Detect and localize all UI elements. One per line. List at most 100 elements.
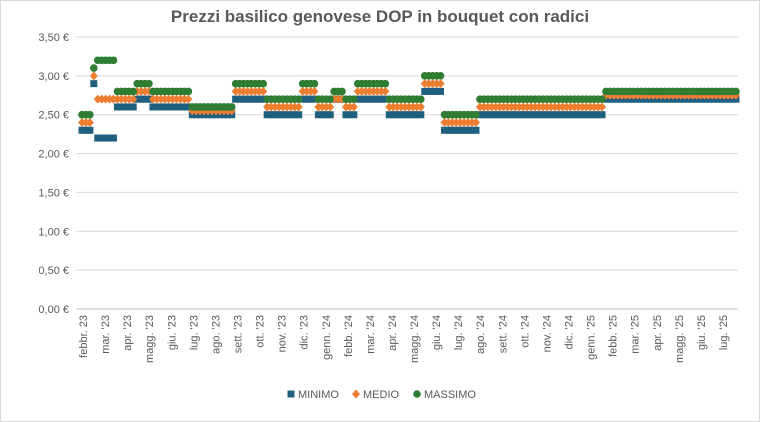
medio-point [326, 102, 335, 112]
x-tick-label: giu. '25 [696, 315, 708, 350]
massimo-point [436, 72, 445, 80]
minimo-point [480, 111, 488, 119]
x-tick-label: febb. '24 [343, 315, 355, 357]
minimo-point [519, 111, 527, 119]
minimo-point [318, 111, 326, 119]
massimo-point [326, 95, 335, 103]
minimo-point [590, 111, 598, 119]
legend-label-massimo: MASSIMO [424, 389, 476, 401]
minimo-point [346, 111, 354, 119]
massimo-point [90, 64, 98, 72]
x-tick-label: mar. '25 [630, 315, 642, 354]
minimo-point [121, 103, 129, 111]
massimo-point [732, 87, 740, 96]
y-axis-ticks: 0,00 € 0,50 € 1,00 € 1,50 € 2,00 € 2,50 € 3,00… [38, 32, 69, 316]
medio-point [381, 86, 390, 96]
x-tick-label: genn. '25 [586, 315, 598, 360]
medio-point [349, 102, 358, 112]
x-tick-label: ott. '24 [519, 315, 531, 348]
y-tick-label: 1,50 € [38, 187, 69, 199]
minimo-point [275, 111, 283, 119]
minimo-point [484, 111, 492, 119]
minimo-point [389, 111, 397, 119]
medio-point [471, 117, 480, 127]
medio-point [598, 102, 607, 112]
minimo-point [515, 111, 523, 119]
minimo-point [523, 111, 531, 119]
minimo-point [161, 103, 169, 111]
x-tick-label: febbr. 23 [78, 315, 90, 358]
minimo-point [251, 95, 259, 103]
minimo-point [326, 111, 334, 119]
minimo-point [279, 111, 287, 119]
x-tick-label: apr. '25 [652, 315, 664, 351]
minimo-point [295, 111, 303, 119]
minimo-point [153, 103, 161, 111]
minimo-point [102, 134, 110, 142]
minimo-point [350, 111, 358, 119]
minimo-point [543, 111, 551, 119]
y-tick-label: 3,50 € [38, 32, 69, 44]
minimo-point [98, 134, 106, 142]
minimo-point [271, 111, 279, 119]
minimo-point [236, 95, 244, 103]
massimo-point [259, 79, 268, 88]
minimo-point [476, 111, 484, 119]
massimo-point [109, 56, 118, 65]
minimo-point [110, 134, 118, 142]
massimo-point [338, 87, 346, 96]
y-tick-label: 0,00 € [38, 304, 69, 316]
minimo-point [303, 95, 311, 103]
legend-marker-minimo [287, 390, 295, 398]
massimo-point [294, 95, 303, 103]
x-tick-label: lug. '23 [188, 315, 200, 350]
data-marks [78, 56, 740, 142]
minimo-point [149, 103, 157, 111]
minimo-point [354, 95, 362, 103]
minimo-point [157, 103, 165, 111]
minimo-point [456, 126, 464, 134]
massimo-point [227, 103, 236, 111]
y-tick-label: 0,50 € [38, 265, 69, 277]
minimo-point [342, 111, 350, 119]
legend: MINIMO MEDIO MASSIMO [287, 389, 476, 401]
medio-point [129, 94, 138, 104]
minimo-point [488, 111, 496, 119]
minimo-point [381, 95, 389, 103]
medio-point [294, 102, 303, 112]
minimo-point [535, 111, 543, 119]
minimo-point [267, 111, 275, 119]
minimo-point [570, 111, 578, 119]
minimo-point [500, 111, 508, 119]
minimo-point [539, 111, 547, 119]
minimo-point [169, 103, 177, 111]
minimo-point [547, 111, 555, 119]
minimo-point [464, 126, 472, 134]
y-tick-label: 2,00 € [38, 149, 69, 161]
minimo-point [492, 111, 500, 119]
medio-point [310, 86, 319, 96]
minimo-point [511, 111, 519, 119]
minimo-point [448, 126, 456, 134]
x-tick-label: ott. '23 [255, 315, 267, 348]
minimo-point [460, 126, 468, 134]
minimo-point [567, 111, 575, 119]
minimo-point [559, 111, 567, 119]
minimo-point [440, 126, 448, 134]
x-tick-label: febb. '25 [608, 315, 620, 357]
massimo-point [350, 95, 358, 103]
legend-marker-massimo [413, 390, 421, 398]
x-tick-label: genn. '24 [321, 315, 333, 360]
minimo-point [409, 111, 417, 119]
minimo-point [125, 103, 133, 111]
x-tick-label: ago. '24 [475, 315, 487, 354]
minimo-point [259, 95, 267, 103]
minimo-point [255, 95, 263, 103]
minimo-point [129, 103, 137, 111]
minimo-point [287, 111, 295, 119]
minimo-point [452, 126, 460, 134]
x-tick-label: mar. '23 [100, 315, 112, 354]
x-tick-label: mar. '24 [365, 315, 377, 354]
minimo-point [314, 111, 322, 119]
